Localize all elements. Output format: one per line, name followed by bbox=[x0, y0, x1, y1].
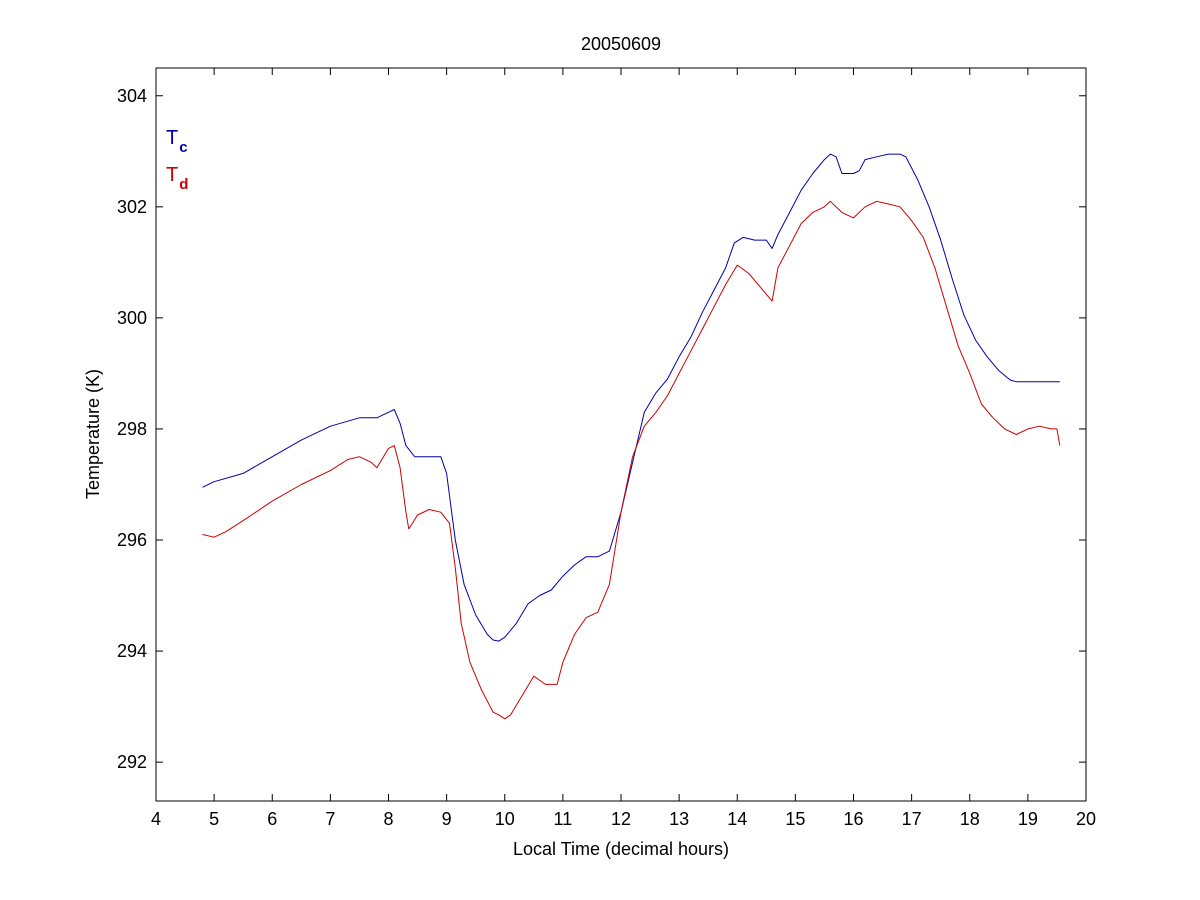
y-tick-label: 302 bbox=[117, 197, 147, 217]
x-tick-label: 13 bbox=[669, 809, 689, 829]
legend-entry-tc: Tc bbox=[166, 127, 188, 156]
x-tick-label: 8 bbox=[383, 809, 393, 829]
y-tick-label: 304 bbox=[117, 86, 147, 106]
x-tick-label: 20 bbox=[1076, 809, 1096, 829]
x-tick-label: 19 bbox=[1018, 809, 1038, 829]
x-tick-label: 4 bbox=[151, 809, 161, 829]
legend-entry-tc-name: T bbox=[166, 127, 178, 149]
series-line-tc bbox=[202, 153, 1060, 642]
x-tick-label: 11 bbox=[554, 809, 573, 829]
x-tick-label: 9 bbox=[442, 809, 452, 829]
y-tick-label: 300 bbox=[117, 308, 147, 328]
y-tick-label: 296 bbox=[117, 530, 147, 550]
x-tick-label: 5 bbox=[209, 809, 219, 829]
y-axis-label: Temperature (K) bbox=[83, 369, 103, 499]
x-tick-label: 17 bbox=[902, 809, 922, 829]
y-tick-label: 298 bbox=[117, 419, 147, 439]
legend-entry-td-subscript: d bbox=[179, 176, 188, 193]
x-tick-label: 14 bbox=[727, 809, 747, 829]
x-tick-label: 7 bbox=[325, 809, 335, 829]
legend-entry-td: Td bbox=[166, 164, 188, 193]
series-layer bbox=[202, 153, 1061, 720]
y-tick-label: 292 bbox=[117, 752, 147, 772]
x-tick-label: 10 bbox=[495, 809, 515, 829]
x-axis-label: Local Time (decimal hours) bbox=[513, 839, 729, 859]
x-tick-label: 18 bbox=[960, 809, 980, 829]
x-tick-label: 15 bbox=[785, 809, 805, 829]
legend-entry-td-name: T bbox=[166, 164, 178, 186]
series-line-td bbox=[202, 200, 1061, 720]
tick-layer bbox=[155, 68, 1087, 801]
legend: Tc Td bbox=[166, 127, 188, 193]
x-tick-label: 16 bbox=[843, 809, 863, 829]
x-tick-label: 12 bbox=[611, 809, 631, 829]
y-tick-label: 294 bbox=[117, 641, 147, 661]
chart-title: 20050609 bbox=[581, 34, 661, 54]
legend-entry-tc-subscript: c bbox=[179, 139, 187, 156]
tick-label-layer: 4 5 6 7 8 9 10 11 12 13 14 15 16 17 18 19 20 292 294 296 298… bbox=[117, 86, 1096, 829]
plot-area bbox=[155, 67, 1087, 802]
x-tick-label: 6 bbox=[267, 809, 277, 829]
